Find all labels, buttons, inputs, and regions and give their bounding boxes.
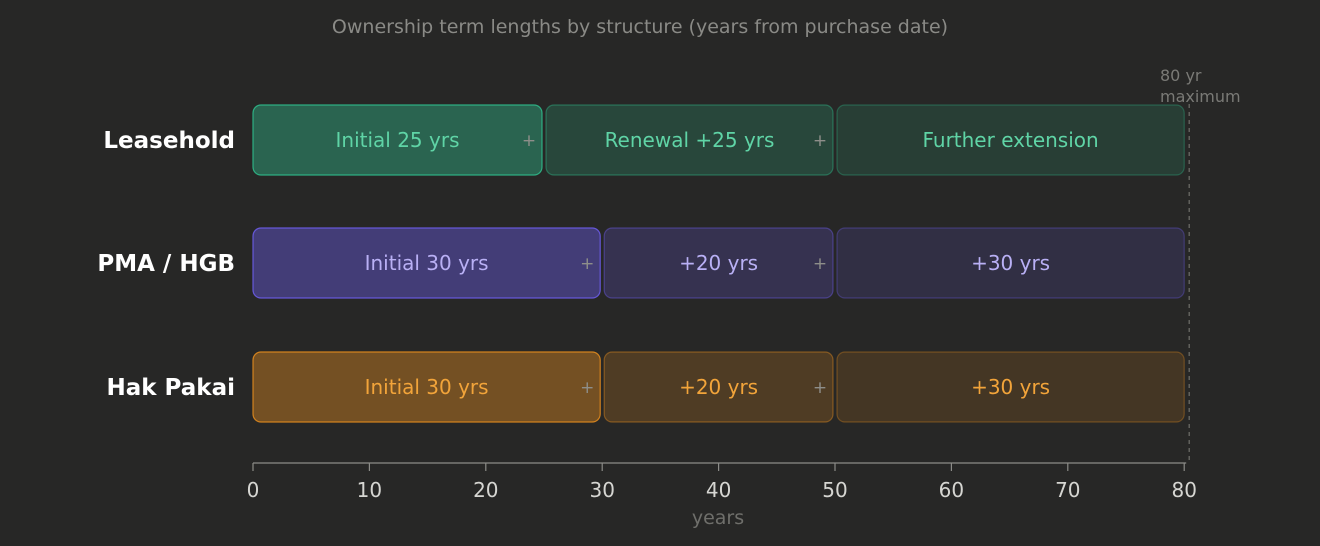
- maximum-label-line1: 80 yr: [1160, 66, 1202, 85]
- segment-label: Initial 25 yrs: [336, 128, 460, 152]
- segment-label: +20 yrs: [679, 251, 758, 275]
- tick-label: 0: [247, 478, 260, 502]
- segment-label: +20 yrs: [679, 375, 758, 399]
- bar-segment: [603, 227, 834, 299]
- bar-segment: [603, 351, 834, 423]
- chart-title: Ownership term lengths by structure (yea…: [332, 16, 948, 38]
- tick-label: 50: [822, 478, 847, 502]
- bar-segment: [545, 104, 834, 176]
- segment-label: Renewal +25 yrs: [605, 128, 775, 152]
- bar-segment: [252, 104, 543, 176]
- segment-label: +30 yrs: [971, 375, 1050, 399]
- plus-icon: +: [813, 254, 827, 274]
- bar-row: PMA / HGB Initial 30 yrs + +20 yrs + +30 yrs: [97, 227, 1185, 299]
- bar-segment: [252, 351, 601, 423]
- tick-label: 80: [1171, 478, 1196, 502]
- bar-segment: [252, 227, 601, 299]
- segment-label: Initial 30 yrs: [365, 375, 489, 399]
- bar-row: Hak Pakai Initial 30 yrs + +20 yrs + +30 yrs: [106, 351, 1185, 423]
- row-label: Leasehold: [103, 128, 235, 154]
- x-axis: 0 10 20 30 40 50 60 70 80: [247, 462, 1197, 502]
- tick-label: 20: [473, 478, 498, 502]
- plus-icon: +: [580, 254, 594, 274]
- row-label: Hak Pakai: [106, 375, 235, 401]
- plus-icon: +: [522, 131, 536, 151]
- plus-icon: +: [580, 378, 594, 398]
- tick-label: 60: [939, 478, 964, 502]
- maximum-marker: 80 yr maximum: [1160, 66, 1241, 463]
- plus-icon: +: [813, 378, 827, 398]
- bar-rows: Leasehold Initial 25 yrs + Renewal +25 yrs +…: [97, 104, 1185, 423]
- bar-segment: [836, 227, 1185, 299]
- segment-label: Initial 30 yrs: [365, 251, 489, 275]
- segment-label: +30 yrs: [971, 251, 1050, 275]
- tick-label: 40: [706, 478, 731, 502]
- x-axis-label: years: [692, 507, 744, 529]
- bar-segment: [836, 104, 1185, 176]
- row-label: PMA / HGB: [97, 251, 235, 277]
- plus-icon: +: [813, 131, 827, 151]
- tick-label: 30: [589, 478, 614, 502]
- maximum-label-line2: maximum: [1160, 87, 1241, 106]
- bar-segment: [836, 351, 1185, 423]
- tick-label: 10: [357, 478, 382, 502]
- segment-label: Further extension: [922, 128, 1098, 152]
- tick-label: 70: [1055, 478, 1080, 502]
- bar-row: Leasehold Initial 25 yrs + Renewal +25 yrs +…: [103, 104, 1185, 176]
